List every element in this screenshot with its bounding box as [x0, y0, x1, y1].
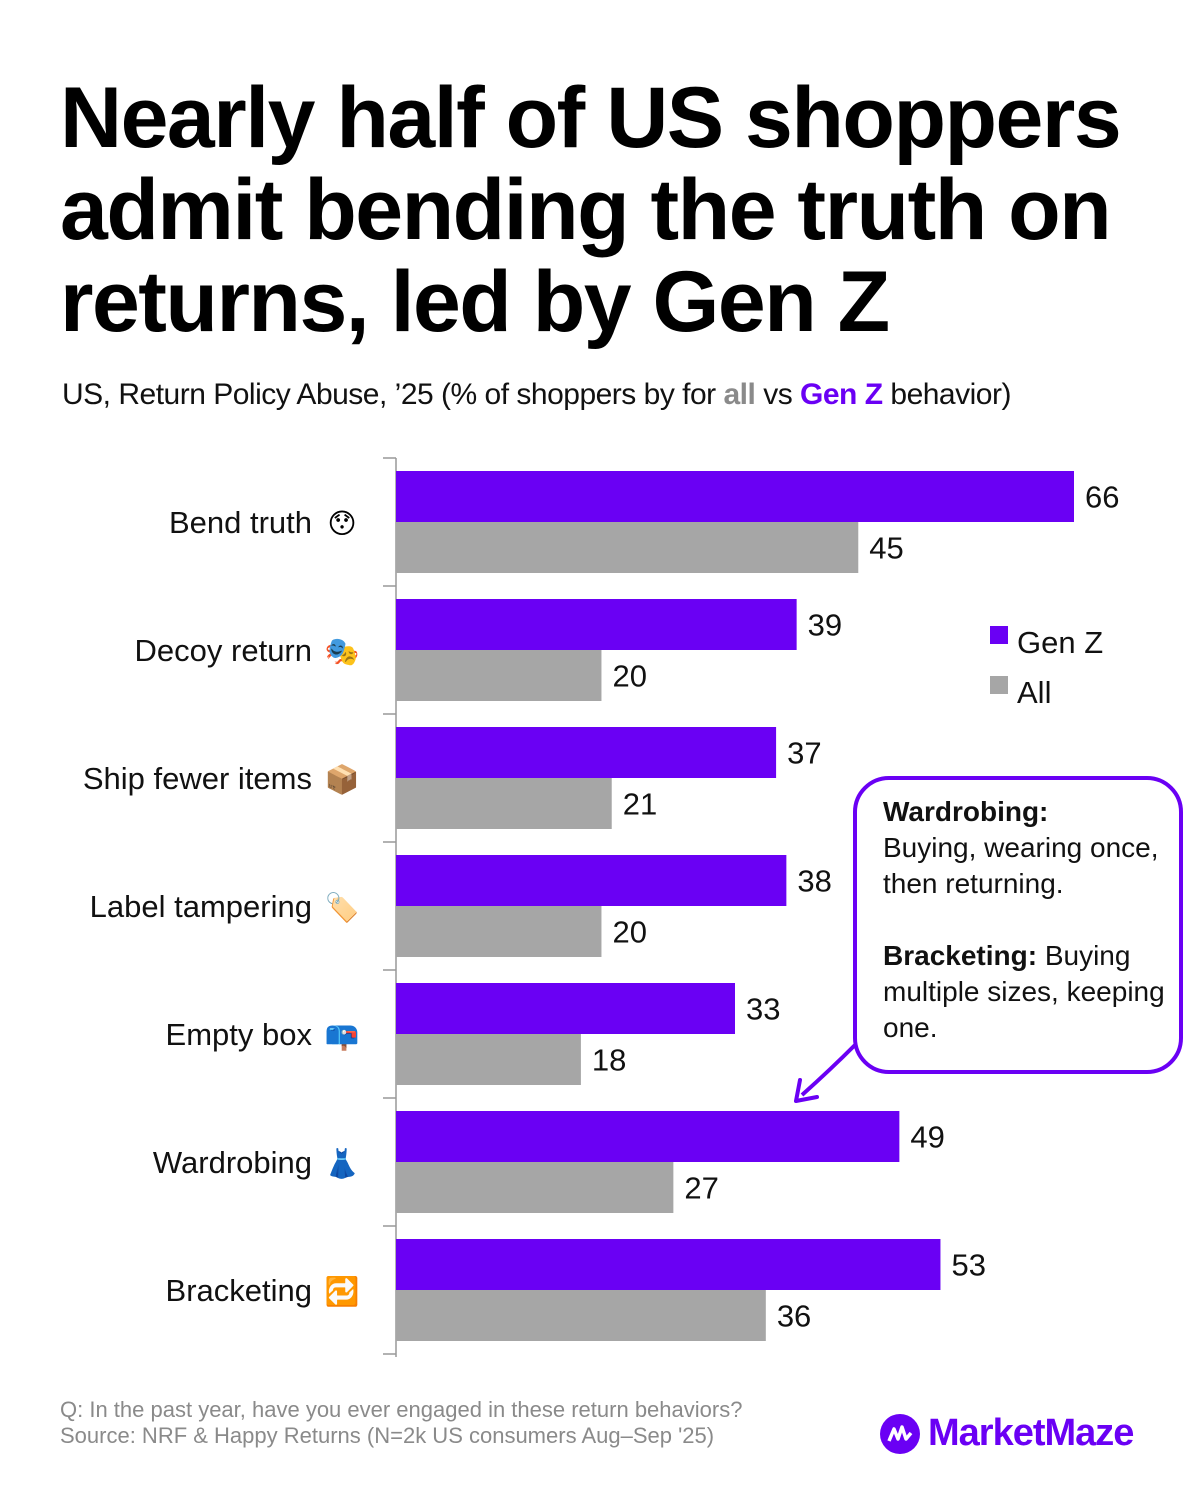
survey-question: Q: In the past year, have you ever engag…	[60, 1397, 743, 1422]
data-label: 37	[787, 736, 821, 771]
data-label: 18	[592, 1043, 626, 1078]
data-label: 33	[746, 992, 780, 1027]
category-emoji-icon: 📦	[325, 763, 360, 796]
callout-term-bracketing: Bracketing:	[883, 940, 1038, 971]
footer-notes: Q: In the past year, have you ever engag…	[60, 1397, 742, 1449]
bar-all	[396, 1162, 674, 1213]
bar-all	[396, 906, 602, 957]
brand-logo: MarketMaze	[880, 1412, 1134, 1455]
category-emoji-icon: 👗	[325, 1147, 360, 1180]
legend-label: Gen Z	[1017, 625, 1103, 660]
subtitle-text-end: behavior)	[882, 378, 1011, 411]
callout-term-wardrobing: Wardrobing:	[883, 796, 1049, 827]
category-label: Wardrobing	[153, 1145, 312, 1180]
data-label: 21	[623, 787, 657, 822]
bar-all	[396, 522, 859, 573]
bar-gen-z	[396, 471, 1074, 522]
bar-gen-z	[396, 855, 787, 906]
category-label: Ship fewer items	[83, 761, 312, 796]
category-label: Bend truth	[169, 505, 312, 540]
category-emoji-icon: 🎭	[325, 635, 360, 668]
chart-title: Nearly half of US shoppers admit bending…	[60, 70, 1122, 350]
data-label: 39	[808, 608, 842, 643]
brand-name: MarketMaze	[928, 1412, 1134, 1454]
bar-gen-z	[396, 599, 797, 650]
callout-arrowhead	[794, 1078, 819, 1103]
source-note: Source: NRF & Happy Returns (N=2k US con…	[60, 1423, 715, 1448]
data-label: 66	[1085, 480, 1119, 515]
bar-gen-z	[396, 1111, 900, 1162]
data-label: 36	[777, 1299, 811, 1334]
data-label: 49	[910, 1120, 944, 1155]
callout-def-bracketing: Buying multiple sizes, keeping one.	[883, 940, 1165, 1043]
bar-all	[396, 778, 612, 829]
category-label: Empty box	[166, 1017, 313, 1052]
bar-gen-z	[396, 983, 735, 1034]
data-label: 45	[869, 531, 903, 566]
category-emoji-icon: 🔁	[325, 1275, 360, 1308]
data-label: 20	[612, 915, 646, 950]
bar-all	[396, 1290, 766, 1341]
data-label: 20	[612, 659, 646, 694]
data-label: 53	[951, 1248, 985, 1283]
bar-all	[396, 650, 602, 701]
legend-swatch	[990, 676, 1008, 694]
bar-gen-z	[396, 727, 777, 778]
legend: Gen Z All	[990, 625, 1103, 710]
subtitle-all: all	[723, 378, 756, 411]
callout-def-wardrobing: Buying, wearing once, then returning.	[883, 832, 1159, 899]
bar-all	[396, 1034, 581, 1085]
bar-gen-z	[396, 1239, 941, 1290]
subtitle-genz: Gen Z	[800, 378, 883, 411]
logo-icon	[880, 1413, 920, 1454]
chart-subtitle: US, Return Policy Abuse, ’25 (% of shopp…	[62, 378, 1011, 412]
category-emoji-icon: 📪	[325, 1019, 360, 1052]
subtitle-text: US, Return Policy Abuse, ’25 (% of shopp…	[62, 378, 724, 411]
category-label: Bracketing	[166, 1273, 312, 1308]
subtitle-text-mid: vs	[755, 378, 801, 411]
data-label: 38	[797, 864, 831, 899]
category-label: Label tampering	[90, 889, 312, 924]
category-emoji-icon: 🏷️	[325, 891, 360, 924]
definition-callout: Wardrobing: Buying, wearing once, then re…	[853, 776, 1183, 1074]
category-label: Decoy return	[135, 633, 312, 668]
legend-swatch	[990, 626, 1008, 644]
legend-label: All	[1017, 675, 1051, 710]
callout-arrow	[800, 1043, 857, 1097]
category-emoji-icon: 😯	[327, 507, 356, 540]
data-label: 27	[684, 1171, 718, 1206]
